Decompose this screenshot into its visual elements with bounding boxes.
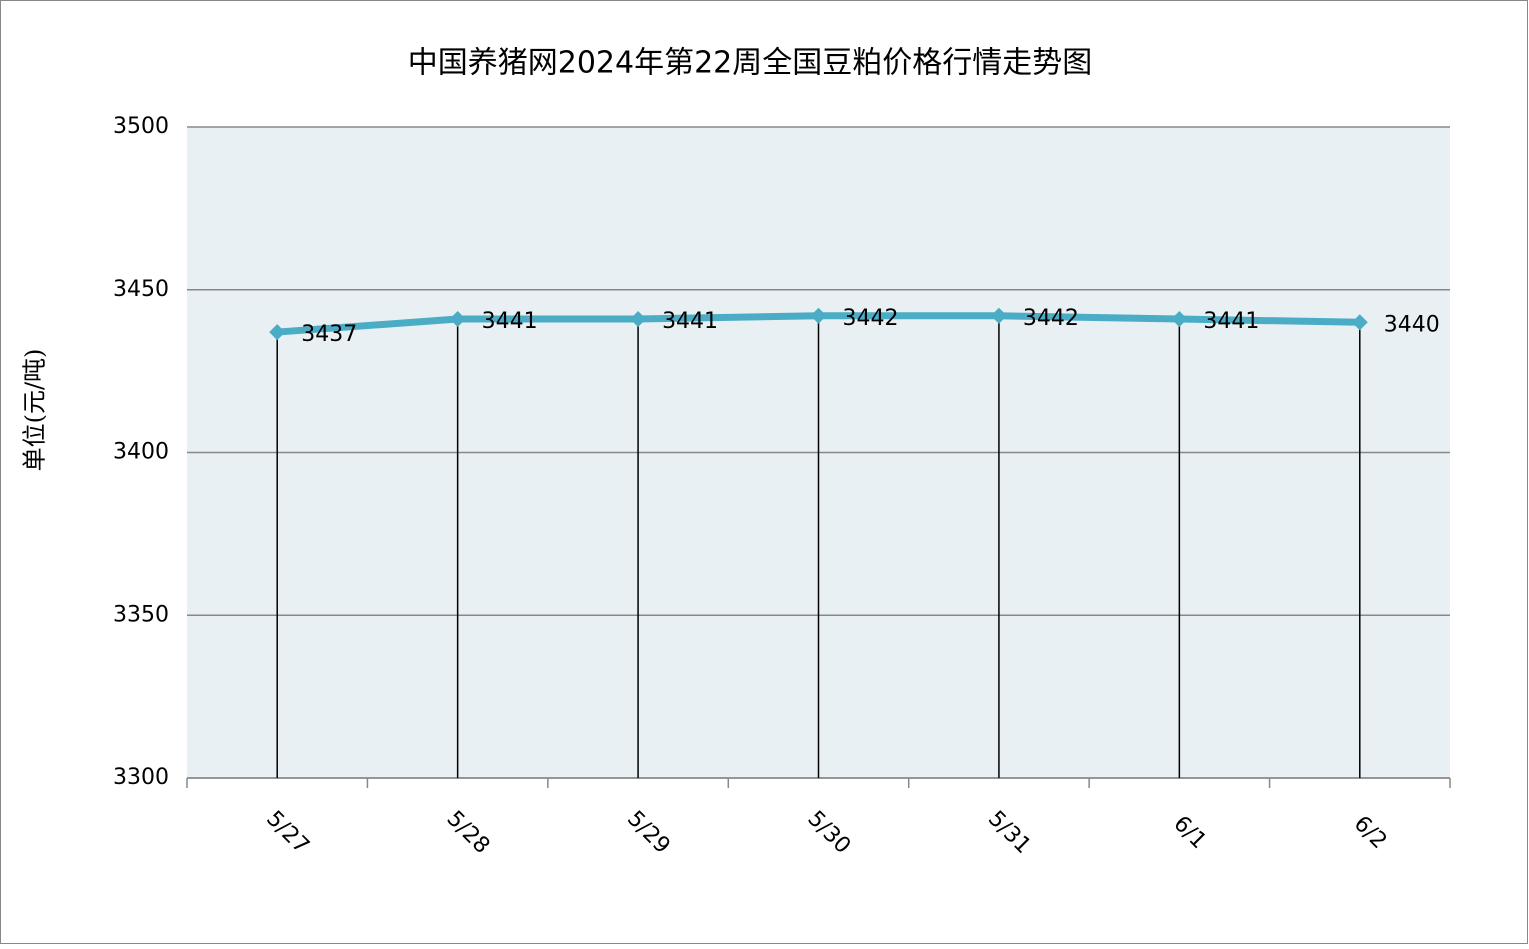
y-tick-label: 3300 [113,765,169,790]
marker [1351,314,1368,331]
marker [449,311,466,328]
data-label: 3440 [1384,312,1440,337]
data-label: 3442 [843,306,899,331]
data-label: 3441 [482,309,538,334]
chart-title: 中国养猪网2024年第22周全国豆粕价格行情走势图 [408,46,1093,81]
data-label: 3441 [1203,309,1259,334]
data-label: 3437 [301,322,357,347]
y-tick-label: 3400 [113,440,169,465]
marker [990,307,1007,324]
marker [1171,311,1188,328]
data-label: 3441 [662,309,718,334]
y-axis-label: 单位(元/吨) [21,349,49,472]
marker [810,307,827,324]
y-tick-label: 3500 [113,114,169,139]
y-tick-label: 3450 [113,277,169,302]
marker [269,324,286,341]
data-label: 3442 [1023,306,1079,331]
y-tick-label: 3350 [113,602,169,627]
marker [630,311,647,328]
